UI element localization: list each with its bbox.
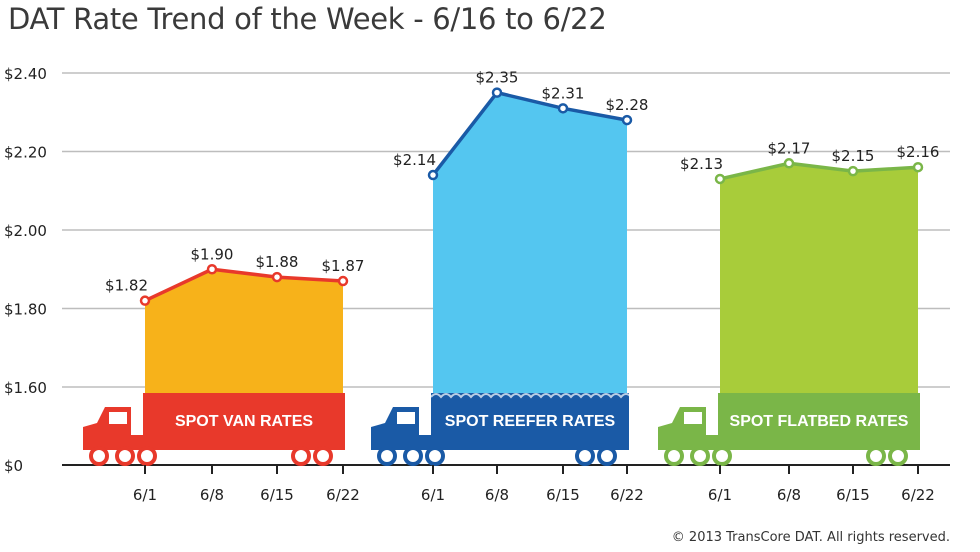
- wheel: [690, 446, 710, 466]
- rate-area: [433, 92, 627, 445]
- data-point: [427, 169, 439, 181]
- chart-title: DAT Rate Trend of the Week - 6/16 to 6/2…: [8, 2, 607, 36]
- x-tick-label: 6/22: [901, 486, 935, 504]
- data-label: $2.14: [393, 151, 436, 169]
- x-tick-label: 6/15: [260, 486, 294, 504]
- chassis: [83, 445, 345, 450]
- data-label: $1.82: [105, 277, 148, 295]
- data-label: $2.15: [832, 147, 875, 165]
- x-tick-label: 6/1: [133, 486, 157, 504]
- panel-2: SPOT REEFER RATES $2.14 $2.35 $2.31 $2.28 6/1…: [371, 69, 648, 504]
- data-point: [139, 295, 151, 306]
- data-point: [206, 264, 218, 275]
- panel-title: SPOT FLATBED RATES: [730, 413, 909, 430]
- data-label: $2.31: [542, 84, 585, 102]
- y-tick-label: $1.80: [4, 301, 47, 319]
- x-tick-label: 6/1: [708, 486, 732, 504]
- wheel: [137, 446, 157, 466]
- cab-window: [397, 412, 415, 424]
- cab-window: [109, 412, 127, 424]
- wheel: [89, 446, 109, 466]
- data-point: [271, 271, 283, 283]
- panel-title: SPOT VAN RATES: [175, 413, 313, 430]
- x-tick-label: 6/8: [485, 486, 509, 504]
- data-point: [621, 114, 633, 126]
- wheel: [313, 446, 333, 466]
- x-tick-label: 6/8: [200, 486, 224, 504]
- wheel: [115, 446, 135, 466]
- y-tick-label: $0: [4, 457, 23, 475]
- x-tick-label: 6/8: [777, 486, 801, 504]
- x-tick-label: 6/15: [546, 486, 580, 504]
- reefer-frost: [430, 393, 632, 399]
- data-label: $2.35: [476, 69, 519, 87]
- trailer-banner: [143, 393, 345, 445]
- wheel: [664, 446, 684, 466]
- y-tick-label: $2.20: [4, 144, 47, 162]
- wheel: [866, 446, 886, 466]
- wheel: [403, 446, 423, 466]
- wheel: [575, 446, 595, 466]
- data-label: $2.28: [606, 96, 649, 114]
- wheel: [377, 446, 397, 466]
- copyright-text: © 2013 TransCore DAT. All rights reserve…: [671, 530, 950, 545]
- rate-line: [431, 90, 628, 177]
- data-label: $1.88: [256, 253, 299, 271]
- data-label: $2.17: [768, 139, 811, 157]
- x-tick-label: 6/22: [326, 486, 360, 504]
- chassis: [371, 445, 629, 450]
- data-point: [491, 87, 503, 98]
- wheel: [888, 446, 908, 466]
- panel-title: SPOT REEFER RATES: [445, 413, 616, 430]
- rate-area: [720, 163, 918, 445]
- wheel: [712, 446, 732, 466]
- wheel: [291, 446, 311, 466]
- chassis: [658, 445, 920, 450]
- trailer-banner: [431, 393, 629, 445]
- x-tick-label: 6/15: [836, 486, 870, 504]
- data-point: [847, 165, 859, 177]
- y-tick-label: $1.60: [4, 379, 47, 397]
- wheel: [597, 446, 617, 466]
- hitch: [131, 435, 143, 445]
- data-label: $2.16: [897, 143, 940, 161]
- data-label: $1.90: [191, 245, 234, 263]
- rate-line: [719, 161, 919, 181]
- x-tick-label: 6/22: [610, 486, 644, 504]
- rate-line: [144, 267, 344, 303]
- data-point: [714, 173, 726, 185]
- wheel: [425, 446, 445, 466]
- data-label: $1.87: [322, 257, 365, 275]
- data-point: [912, 161, 924, 173]
- panel-3: SPOT FLATBED RATES $2.13 $2.17 $2.15 $2.16 6/…: [658, 139, 939, 504]
- trailer-banner: [718, 393, 920, 445]
- hitch: [419, 435, 431, 445]
- hitch: [706, 435, 718, 445]
- data-label: $2.13: [680, 155, 723, 173]
- data-point: [337, 275, 349, 287]
- data-point: [557, 103, 569, 114]
- x-tick-label: 6/1: [421, 486, 445, 504]
- cab-window: [684, 412, 702, 424]
- data-point: [783, 158, 795, 169]
- panel-1: SPOT VAN RATES $1.82 $1.90 $1.88 $1.87 6/1 6/8…: [83, 245, 364, 504]
- y-tick-label: $2.40: [4, 65, 47, 83]
- y-tick-label: $2.00: [4, 222, 47, 240]
